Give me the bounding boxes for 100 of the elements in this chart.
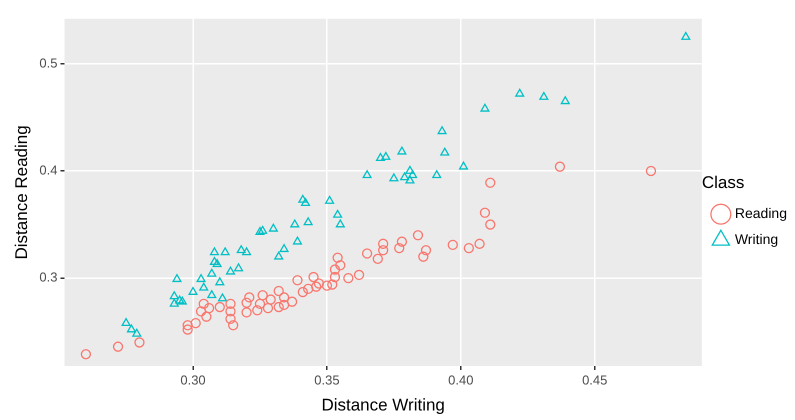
point [336, 219, 345, 228]
point [80, 349, 92, 360]
point [172, 274, 182, 282]
point [474, 238, 485, 249]
point [378, 238, 388, 249]
point [405, 175, 414, 184]
point [212, 259, 222, 268]
point [122, 318, 131, 326]
point [170, 298, 179, 307]
x-tick-label: 0.30 [180, 372, 206, 388]
point [298, 286, 308, 298]
point [396, 236, 408, 247]
point [381, 152, 390, 160]
point [480, 104, 490, 112]
point [236, 245, 246, 254]
point [188, 286, 198, 295]
point [408, 170, 418, 178]
point [274, 252, 284, 260]
x-tick-label: 0.45 [582, 372, 608, 388]
point [372, 254, 383, 264]
point [274, 286, 284, 296]
point [196, 306, 206, 316]
y-axis-title: Distance Reading [12, 125, 31, 260]
point [400, 172, 410, 180]
point [333, 210, 342, 218]
point [298, 194, 308, 203]
point [362, 170, 372, 178]
point [560, 96, 570, 104]
point [485, 219, 496, 230]
point [268, 224, 278, 232]
point [539, 92, 548, 100]
point [228, 320, 238, 330]
point [300, 198, 310, 206]
point [485, 178, 496, 188]
point [280, 244, 289, 252]
point [432, 170, 442, 178]
point [322, 280, 332, 291]
legend-title: Class [702, 172, 744, 192]
x-axis-title: Distance Writing [321, 395, 445, 414]
point [303, 284, 314, 294]
point [175, 295, 184, 304]
point [201, 312, 212, 322]
point [258, 226, 268, 234]
point [220, 247, 230, 256]
point [405, 166, 414, 174]
point [132, 328, 142, 337]
point [412, 230, 424, 240]
point [190, 318, 201, 328]
point [330, 264, 340, 275]
point [225, 298, 236, 309]
x-tick-label: 0.40 [448, 372, 474, 388]
point [327, 279, 338, 290]
point [226, 266, 236, 275]
point [438, 126, 447, 134]
point [199, 282, 208, 291]
point [178, 296, 187, 305]
point [681, 32, 690, 40]
y-tick-label: 0.3 [39, 270, 58, 285]
point [242, 247, 252, 256]
point [255, 226, 265, 235]
point [554, 162, 566, 172]
point [464, 242, 474, 254]
point [397, 146, 406, 155]
point [448, 240, 458, 250]
point [274, 302, 284, 312]
point [292, 275, 303, 286]
point [244, 292, 254, 303]
x-tick-label: 0.35 [314, 372, 340, 388]
point [204, 302, 214, 314]
point [112, 342, 124, 352]
point [182, 320, 193, 330]
point [354, 270, 364, 280]
point [278, 300, 290, 310]
point [458, 162, 468, 170]
point [389, 173, 398, 182]
point [234, 263, 244, 272]
point [646, 166, 656, 176]
point [480, 208, 490, 218]
point [215, 277, 224, 286]
legend-label: Writing [734, 231, 778, 248]
point [241, 298, 252, 308]
point [362, 248, 372, 259]
point [262, 302, 274, 314]
point [378, 245, 388, 256]
point [218, 293, 228, 302]
point [252, 305, 262, 316]
point [254, 298, 266, 309]
point [343, 272, 354, 284]
point [394, 242, 404, 254]
y-tick-label: 0.4 [39, 162, 58, 178]
point [376, 152, 386, 162]
y-tick-label: 0.5 [39, 55, 58, 70]
point [304, 217, 313, 226]
point [210, 247, 219, 256]
legend-label: Reading [734, 205, 788, 222]
point [440, 148, 450, 156]
point [292, 236, 302, 245]
point [170, 291, 179, 300]
point [325, 196, 334, 204]
point [207, 268, 216, 277]
